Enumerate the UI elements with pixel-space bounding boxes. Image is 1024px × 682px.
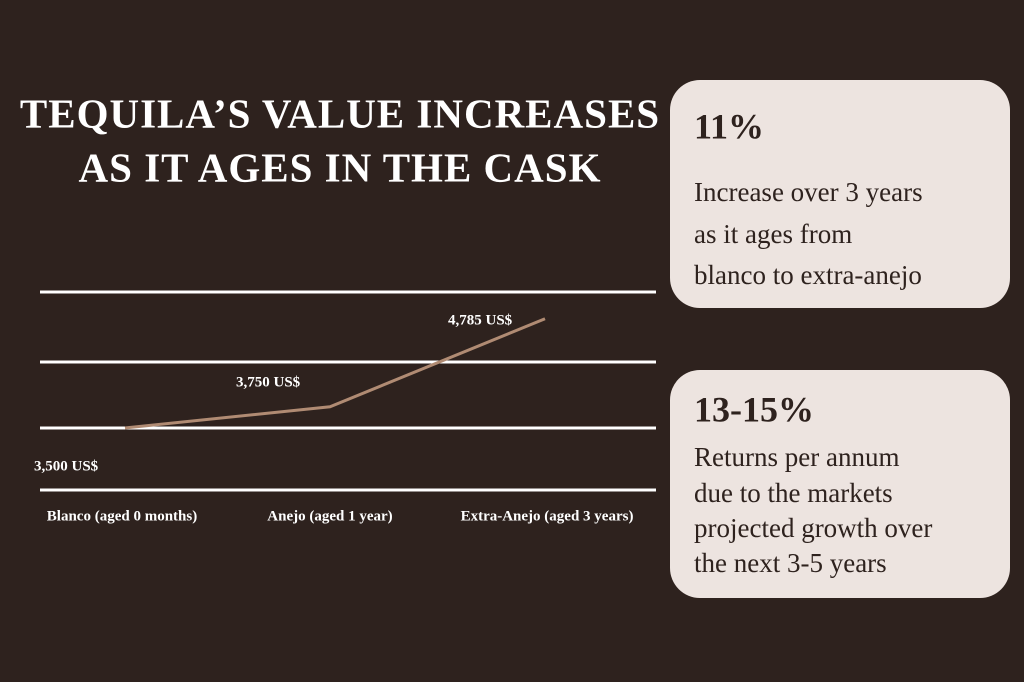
stat-description: Returns per annum: [694, 442, 899, 472]
x-tick-label: Extra-Anejo (aged 3 years): [461, 508, 634, 524]
stat-description: as it ages from: [694, 219, 852, 249]
value-label: 3,500 US$: [34, 458, 99, 474]
stat-description: the next 3-5 years: [694, 548, 887, 578]
stat-value: 13-15%: [694, 389, 814, 429]
stat-value: 11%: [694, 106, 764, 146]
stat-description: blanco to extra-anejo: [694, 260, 922, 290]
chart-title: TEQUILA’S VALUE INCREASES: [20, 90, 660, 136]
stat-description: Increase over 3 years: [694, 177, 923, 207]
stat-card: [670, 370, 1010, 598]
x-tick-label: Blanco (aged 0 months): [47, 508, 197, 524]
stat-description: due to the markets: [694, 478, 893, 508]
line: [124, 317, 546, 430]
chart-title: AS IT AGES IN THE CASK: [79, 144, 602, 190]
value-label: 4,785 US$: [448, 312, 513, 328]
stat-card: [670, 80, 1010, 308]
x-tick-label: Anejo (aged 1 year): [267, 508, 392, 524]
value-label: 3,750 US$: [236, 374, 301, 390]
stat-description: projected growth over: [694, 513, 932, 543]
